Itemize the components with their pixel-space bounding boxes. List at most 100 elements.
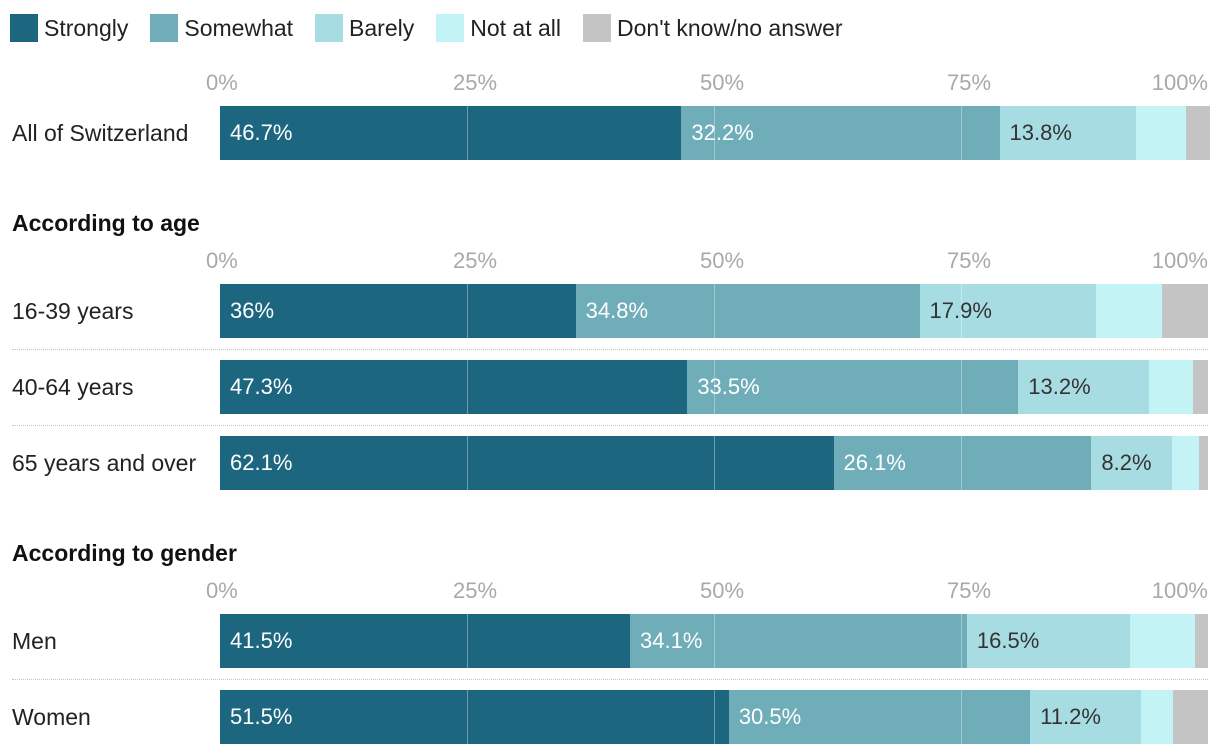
row-label: 40-64 years (12, 374, 134, 400)
bar-segment (728, 690, 1031, 744)
bar-segment (919, 284, 1097, 338)
section-title: According to age (12, 210, 200, 236)
gridline (714, 360, 715, 414)
x-tick-label: 50% (700, 70, 745, 95)
bar-segment (833, 436, 1092, 490)
gridline (467, 284, 468, 338)
section-title: According to gender (12, 540, 237, 566)
x-tick-label: 75% (947, 248, 992, 273)
data-label: 30.5% (738, 704, 802, 729)
bar-segment (999, 106, 1137, 160)
bar-segment (1193, 360, 1209, 414)
data-label: 47.3% (230, 374, 293, 399)
x-tick-label: 100% (1151, 578, 1208, 603)
bar-segment (966, 614, 1131, 668)
chart-row: Men 41.5% 34.1% 16.5% (0, 614, 1220, 668)
gridline (467, 614, 468, 668)
legend-label: Barely (349, 14, 415, 41)
data-label: 16.5% (976, 628, 1040, 653)
legend-swatch (315, 14, 344, 42)
gridline (714, 614, 715, 668)
bar-segment (1091, 436, 1173, 490)
chart-row: All of Switzerland 46.7% 32.2% 13.8% (0, 106, 1220, 160)
data-label: 32.2% (691, 120, 754, 145)
gridline (714, 106, 715, 160)
bar-segment (1096, 284, 1163, 338)
x-tick-label: 100% (1151, 70, 1208, 95)
gridline (467, 360, 468, 414)
row-separator (12, 679, 1208, 680)
gridline (467, 690, 468, 744)
legend-swatch (583, 14, 612, 42)
legend-item: Don't know/no answer (583, 14, 843, 42)
legend-swatch (10, 14, 38, 42)
bar-segment (1140, 690, 1174, 744)
legend-swatch (150, 14, 179, 42)
data-label: 36% (230, 298, 275, 323)
bar-segment (220, 284, 577, 338)
x-tick-label: 0% (206, 248, 238, 273)
stacked-bar: 46.7% 32.2% 13.8% (220, 106, 1211, 160)
chart-row: 40-64 years 47.3% 33.5% 13.2% (0, 360, 1220, 414)
bar-segment (1173, 690, 1209, 744)
x-tick-label: 0% (206, 578, 238, 603)
x-axis: 0% 25% 50% 75% 100% (206, 578, 1208, 604)
bar-segment (220, 690, 730, 744)
chart-row: Women 51.5% 30.5% 11.2% (0, 690, 1220, 744)
data-label: 62.1% (230, 450, 293, 475)
legend-label: Somewhat (184, 14, 294, 41)
bar-segment (220, 106, 682, 160)
legend-item: Not at all (436, 14, 561, 42)
bar-segment (681, 106, 1001, 160)
data-label: 34.1% (640, 628, 703, 653)
x-tick-label: 50% (700, 248, 745, 273)
bar-segment (1129, 614, 1196, 668)
legend-label: Not at all (470, 14, 562, 41)
bar-segment (220, 436, 835, 490)
data-label: 13.2% (1028, 374, 1091, 399)
data-label: 8.2% (1101, 450, 1152, 475)
gridline (714, 690, 715, 744)
x-tick-label: 75% (947, 70, 992, 95)
stacked-bar: 36% 34.8% 17.9% (220, 284, 1209, 338)
data-label: 17.9% (929, 298, 992, 323)
gridline (714, 436, 715, 490)
bar-segment (1148, 360, 1194, 414)
gridline (467, 106, 468, 160)
chart-row: 65 years and over 62.1% 26.1% 8.2% (0, 436, 1220, 490)
bar-segment (1172, 436, 1200, 490)
row-separator (12, 349, 1208, 350)
gridline (961, 284, 962, 338)
bar-segment (1030, 690, 1142, 744)
gridline (961, 106, 962, 160)
row-label: Men (12, 628, 57, 654)
chart-row: 16-39 years 36% 34.8% 17.9% (0, 284, 1220, 338)
x-tick-label: 50% (700, 578, 745, 603)
bar-segment (1186, 106, 1211, 160)
gridline (961, 690, 962, 744)
x-tick-label: 25% (453, 248, 498, 273)
legend-label: Don't know/no answer (617, 14, 843, 41)
data-label: 11.2% (1040, 704, 1101, 729)
legend-swatch (436, 14, 465, 42)
row-separator (12, 425, 1208, 426)
x-axis: 0% 25% 50% 75% 100% (206, 248, 1208, 274)
legend-item: Strongly (10, 14, 128, 42)
data-label: 13.8% (1009, 120, 1072, 145)
gridline (714, 284, 715, 338)
bar-segment (220, 360, 688, 414)
bar-segment (1161, 284, 1209, 338)
x-axis: 0% 25% 50% 75% 100% (206, 70, 1208, 96)
bar-segment (220, 614, 631, 668)
bar-segment (630, 614, 968, 668)
stacked-bar: 62.1% 26.1% 8.2% (220, 436, 1209, 490)
data-label: 46.7% (230, 120, 293, 145)
x-tick-label: 75% (947, 578, 992, 603)
gridline (467, 436, 468, 490)
x-tick-label: 0% (206, 70, 238, 95)
row-label: 16-39 years (12, 298, 134, 324)
bar-segment (575, 284, 920, 338)
data-label: 33.5% (697, 374, 760, 399)
x-tick-label: 25% (453, 70, 498, 95)
data-label: 41.5% (230, 628, 293, 653)
